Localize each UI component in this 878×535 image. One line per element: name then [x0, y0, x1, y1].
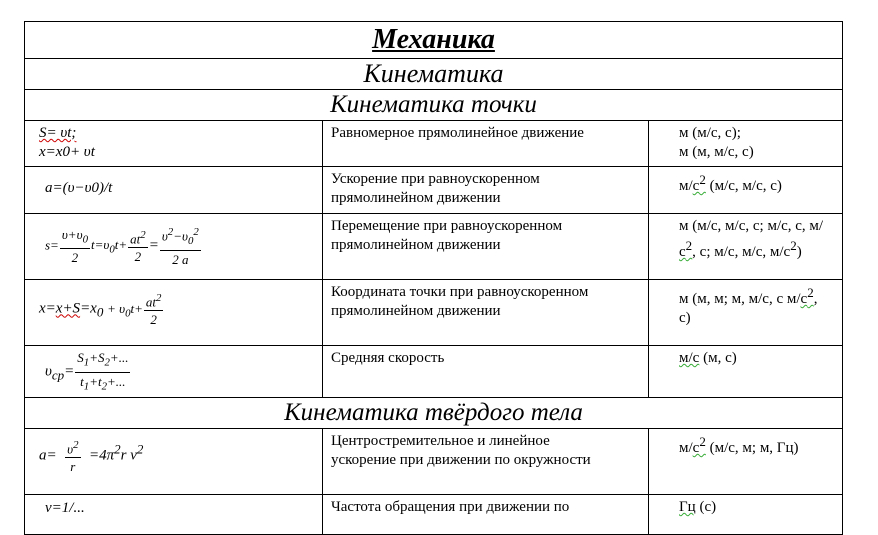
formula-cell: ν=1/...: [24, 494, 323, 535]
formula-cell: υср= S1+S2+... t1+t2+...: [24, 345, 323, 398]
units-cell: м/с (м, с): [647, 345, 844, 398]
table-row: a= υ2 r =4π2r ν2 Центростремительное и ли…: [24, 428, 844, 495]
description-cell: Средняя скорость: [322, 345, 649, 398]
mechanics-table: Механика Кинематика Кинематика точки S= …: [23, 21, 844, 535]
table-row: x=x+S=x0 + υ0t+ at2 2 Координата точки при…: [24, 279, 844, 346]
table-row: S= υt; x=x0+ υt Равномерное прямолинейное…: [24, 120, 844, 167]
formula-cell: x=x+S=x0 + υ0t+ at2 2: [24, 279, 323, 346]
formula-cell: a=(υ−υ0)/t: [24, 166, 323, 214]
formula-cell: S= υt; x=x0+ υt: [24, 120, 323, 167]
formula: a=(υ−υ0)/t: [45, 180, 113, 196]
formula-line: S= υt;: [39, 125, 77, 141]
table-row: ν=1/... Частота обращения при движении п…: [24, 494, 844, 535]
section-heading: Кинематика: [23, 58, 844, 90]
table-row: s= υ+υ0 2 t=υ0t+ at2 2 = υ2−υ02 2 a Перемещение …: [24, 213, 844, 280]
formula: ν=1/...: [45, 500, 85, 516]
table-row: υср= S1+S2+... t1+t2+... Средняя скорость …: [24, 345, 844, 398]
units-cell: м (м/с, м/с, с; м/с, с, м/с2, с; м/с, м/…: [647, 213, 844, 280]
description-cell: Перемещение при равноускоренном прямолин…: [322, 213, 649, 280]
description-cell: Частота обращения при движении по: [322, 494, 649, 535]
units-cell: м/с2 (м/с, м; м, Гц): [647, 428, 844, 495]
subsection-heading: Кинематика твёрдого тела: [23, 397, 844, 429]
description-cell: Центростремительное и линейное ускорение…: [322, 428, 649, 495]
units-cell: Гц (с): [647, 494, 844, 535]
formula-line: x=x0+ υt: [39, 144, 95, 160]
formula-cell: s= υ+υ0 2 t=υ0t+ at2 2 = υ2−υ02 2 a: [24, 213, 323, 280]
description-cell: Равномерное прямолинейное движение: [322, 120, 649, 167]
units-cell: м (м, м; м, м/с, с м/с2, с): [647, 279, 844, 346]
description-cell: Ускорение при равноускоренном прямолиней…: [322, 166, 649, 214]
document-title: Механика: [23, 21, 844, 59]
description-cell: Координата точки при равноускоренном пря…: [322, 279, 649, 346]
formula-cell: a= υ2 r =4π2r ν2: [24, 428, 323, 495]
units-cell: м/с2 (м/с, м/с, с): [647, 166, 844, 214]
table-row: a=(υ−υ0)/t Ускорение при равноускоренном…: [24, 166, 844, 214]
units-cell: м (м/с, с); м (м, м/с, с): [647, 120, 844, 167]
subsection-heading: Кинематика точки: [23, 89, 844, 121]
